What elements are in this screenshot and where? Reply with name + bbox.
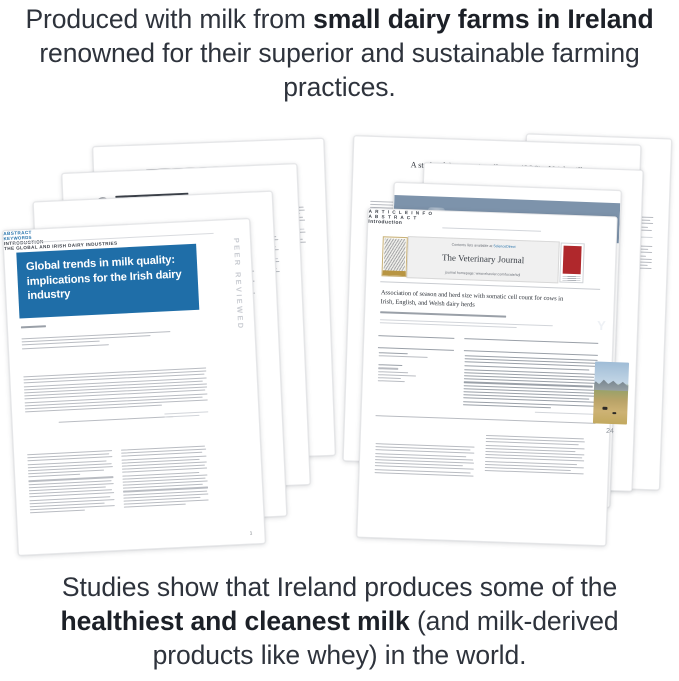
article-title: Association of season and herd size with… <box>380 289 564 309</box>
paper-veterinary-journal-front: Contents lists available at ScienceDirec… <box>356 207 618 547</box>
headline-emphasis: small dairy farms in Ireland <box>313 4 654 34</box>
introduction-body <box>27 450 116 516</box>
headline-suffix: renowned for their superior and sustaina… <box>39 38 640 102</box>
footer-suffix: (and milk-derived products like whey) in… <box>152 606 619 670</box>
doi-note <box>164 411 208 420</box>
abstract-column <box>463 355 599 417</box>
sciencedirect-link[interactable]: ScienceDirect <box>493 244 516 249</box>
journal-cover-thumbnail <box>559 242 585 284</box>
paper-global-trends-front: PEER REVIEWED Global trends in milk qual… <box>2 218 266 556</box>
contents-line: Contents lists available at ScienceDirec… <box>409 241 559 250</box>
paper-title-banner: Global trends in milk quality: implicati… <box>16 243 200 319</box>
article-affiliations <box>379 319 555 331</box>
affiliation-block <box>21 331 171 351</box>
sidebar-letter-y: Y <box>596 317 607 334</box>
footer-text: Studies show that Ireland produces some … <box>0 570 679 672</box>
irish-pasture-cow-photo <box>592 361 630 425</box>
author-line <box>20 324 81 331</box>
abstract-body <box>23 367 210 414</box>
footer-prefix: Studies show that Ireland produces some … <box>61 572 618 602</box>
article-authors <box>380 311 530 320</box>
document-stack-illustration: PEER REVIEWED Global trends in milk qual… <box>0 128 679 558</box>
peer-reviewed-label: PEER REVIEWED <box>231 237 246 331</box>
journal-name: The Veterinary Journal <box>441 252 525 266</box>
headline-prefix: Produced with milk from <box>25 4 314 34</box>
page-number: 1 <box>249 530 253 536</box>
global-irish-dairy-body <box>121 445 210 511</box>
contents-prefix: Contents lists available at <box>451 242 494 249</box>
publisher-seal-icon <box>381 236 408 278</box>
journal-homepage-line: journal homepage: www.elsevier.com/locat… <box>444 270 521 278</box>
footer-emphasis: healthiest and cleanest milk <box>60 606 410 636</box>
journal-masthead-box: Contents lists available at ScienceDirec… <box>406 236 560 284</box>
far-right-page-marker: 24 <box>605 427 614 436</box>
introduction-column-left <box>374 443 476 478</box>
introduction-column-right <box>484 434 586 477</box>
headline-text: Produced with milk from small dairy farm… <box>0 2 679 104</box>
article-info-column <box>377 352 447 386</box>
keywords-body <box>58 416 179 425</box>
